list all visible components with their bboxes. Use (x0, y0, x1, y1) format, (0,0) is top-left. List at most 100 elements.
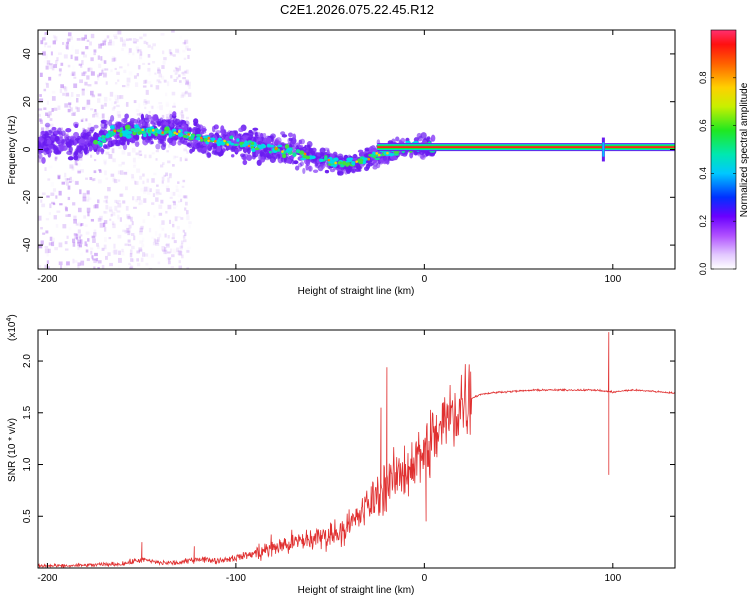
noise-mark (49, 118, 53, 121)
noise-mark (95, 242, 99, 247)
noise-mark (110, 69, 113, 73)
core-mark (211, 137, 216, 142)
band-mark (41, 130, 45, 135)
noise-mark (55, 60, 58, 65)
noise-mark (90, 108, 94, 111)
noise-mark (53, 107, 58, 111)
noise-mark (98, 72, 102, 76)
noise-mark (48, 212, 52, 215)
noise-mark (85, 118, 88, 122)
noise-mark (67, 196, 71, 201)
hot-mark (223, 139, 226, 143)
noise-mark (132, 258, 135, 263)
noise-mark (151, 152, 155, 155)
core-mark (219, 140, 226, 146)
noise-mark (116, 71, 120, 75)
noise-mark (128, 115, 131, 118)
noise-mark (182, 71, 186, 76)
noise-mark (116, 111, 121, 117)
noise-mark (114, 94, 119, 100)
noise-mark (141, 243, 145, 248)
noise-mark (123, 172, 128, 176)
noise-mark (111, 148, 115, 154)
noise-mark (126, 227, 130, 233)
noise-mark (180, 198, 183, 203)
noise-mark (133, 75, 137, 79)
noise-mark (86, 39, 90, 42)
noise-mark (62, 224, 67, 229)
noise-mark (135, 181, 139, 185)
band-mark (123, 117, 128, 123)
noise-mark (85, 231, 90, 235)
noise-mark (183, 79, 187, 83)
noise-mark (69, 164, 74, 169)
band-mark (320, 162, 326, 169)
noise-mark (139, 54, 143, 60)
band-mark (294, 165, 300, 171)
noise-mark (45, 218, 50, 221)
noise-mark (73, 219, 77, 224)
colorbar-tick-label: 0.2 (698, 215, 708, 228)
noise-mark (88, 123, 92, 127)
noise-mark (175, 185, 179, 188)
band-mark (50, 135, 56, 141)
noise-mark (125, 101, 129, 107)
noise-mark (127, 215, 131, 220)
noise-mark (106, 205, 109, 207)
noise-mark (103, 244, 107, 250)
band-mark (132, 135, 138, 139)
noise-mark (97, 260, 102, 264)
noise-mark (184, 39, 189, 44)
noise-mark (155, 242, 160, 246)
hot-mark (327, 158, 331, 162)
core-mark (102, 139, 107, 143)
band-mark (150, 140, 154, 145)
band-mark (417, 135, 423, 142)
band-mark (234, 135, 241, 139)
noise-mark (89, 41, 92, 46)
noise-mark (58, 242, 63, 248)
noise-mark (155, 149, 159, 153)
band-mark (43, 148, 49, 152)
noise-mark (168, 49, 172, 54)
noise-mark (177, 181, 180, 184)
snr-series-line (38, 332, 675, 568)
noise-mark (133, 235, 136, 241)
noise-mark (105, 199, 108, 204)
band-mark (122, 139, 126, 145)
band-mark (128, 137, 133, 142)
core-mark (346, 157, 352, 162)
noise-mark (65, 214, 69, 217)
y-tick-label: 0 (22, 146, 33, 152)
noise-mark (97, 98, 101, 103)
core-mark (292, 152, 297, 157)
band-mark (48, 129, 54, 134)
hot-mark (226, 143, 230, 146)
noise-mark (151, 237, 153, 239)
noise-mark (139, 227, 143, 233)
noise-mark (143, 186, 148, 192)
noise-mark (121, 47, 124, 51)
noise-mark (67, 213, 71, 217)
noise-mark (183, 57, 187, 60)
noise-mark (108, 206, 113, 212)
noise-mark (111, 211, 116, 216)
noise-mark (69, 176, 72, 181)
noise-mark (182, 77, 186, 80)
hot-mark (303, 152, 307, 156)
noise-mark (151, 178, 155, 183)
noise-mark (90, 250, 93, 255)
noise-mark (87, 103, 90, 107)
noise-mark (149, 72, 151, 76)
noise-mark (98, 169, 102, 172)
noise-mark (79, 189, 82, 195)
core-mark (177, 132, 184, 138)
noise-mark (178, 265, 183, 269)
noise-mark (146, 178, 149, 183)
band-mark (306, 141, 313, 148)
hot-mark (375, 152, 379, 155)
noise-mark (79, 157, 83, 161)
snr-panel: -200 -100 0 100 0.5 1.0 1.5 2.0 Height of stra… (6, 314, 676, 596)
noise-mark (166, 257, 170, 261)
noise-mark (69, 227, 72, 230)
